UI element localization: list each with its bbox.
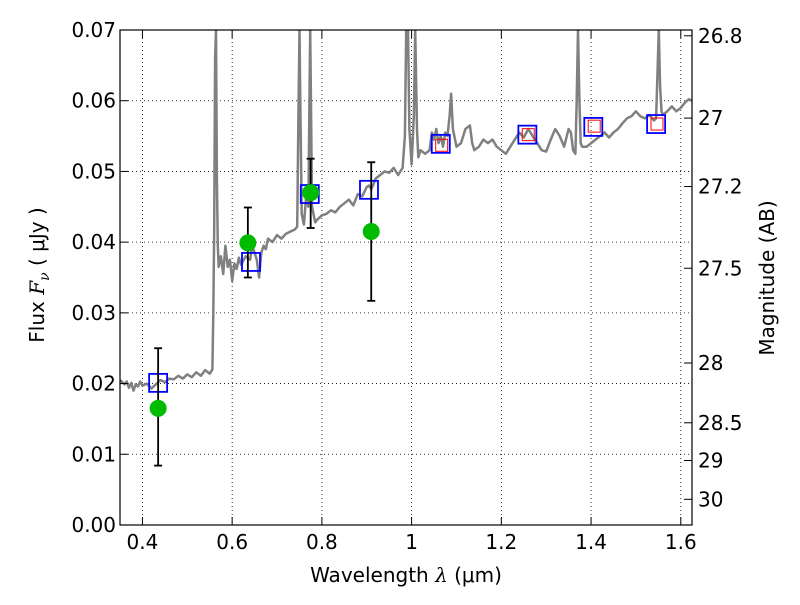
axes-layer [119, 29, 693, 526]
red-square-marker [521, 128, 535, 142]
y-axis-label-subscript: ν [37, 272, 53, 281]
y2-tick-label: 27.2 [698, 175, 743, 199]
red-square-marker [587, 119, 601, 133]
red-square-marker [435, 138, 449, 152]
y-tick-label: 0.06 [71, 89, 116, 113]
x-tick-label: 1.2 [485, 530, 517, 554]
y-tick-label: 0.01 [71, 442, 116, 466]
y-tick-label: 0.02 [71, 372, 116, 396]
x-tick-label: 0.8 [306, 530, 338, 554]
x-axis-label-symbol: λ [434, 563, 448, 587]
spectrum-line [120, 30, 692, 392]
y-axis-label-text: Flux [25, 295, 49, 343]
y-axis-label-unit: ( μJy ) [25, 207, 49, 272]
blue-square-marker [241, 252, 261, 272]
y2-tick-label: 28.5 [698, 411, 743, 435]
green-circle-marker [149, 399, 167, 417]
y-axis-label-symbol: F [25, 280, 49, 296]
x-axis-label-text: Wavelength [310, 563, 435, 587]
x-axis-label: Wavelength λ (μm) [310, 563, 502, 587]
x-tick-label: 0.4 [127, 530, 159, 554]
y-tick-label: 0.04 [71, 230, 116, 254]
green-circle-marker [302, 184, 320, 202]
y2-tick-label: 26.8 [698, 24, 743, 48]
y-tick-label: 0.03 [71, 301, 116, 325]
y-tick-label: 0.00 [71, 513, 116, 537]
y2-tick-label: 29 [698, 449, 723, 473]
y2-tick-label: 27 [698, 106, 723, 130]
x-tick-label: 1.6 [665, 530, 697, 554]
blue-square-marker [517, 124, 538, 145]
axes-frame [119, 29, 693, 526]
x-tick-label: 0.6 [216, 530, 248, 554]
green-circle-marker [362, 223, 380, 241]
y-axis-label: Flux Fν ( μJy ) [25, 207, 53, 342]
blue-square-marker [646, 114, 667, 134]
green-circle-marker [239, 234, 257, 252]
y-tick-label: 0.05 [71, 159, 116, 183]
red-square-marker [650, 117, 664, 131]
y2-tick-label: 30 [698, 487, 723, 511]
x-tick-label: 1.4 [575, 530, 607, 554]
y2-tick-label: 27.5 [698, 256, 743, 280]
blue-square-marker [430, 133, 451, 154]
y2-tick-label: 28 [698, 351, 723, 375]
y-tick-label: 0.07 [71, 18, 116, 42]
blue-square-marker [583, 116, 604, 137]
blue-square-marker [359, 179, 379, 200]
tick-labels: 0.4 0.6 0.8 1 1.2 1.4 1.6 0.00 0.01 0.02 0.03 0.04 0… [71, 18, 742, 554]
plot-area [120, 30, 692, 467]
x-tick-label: 1 [405, 530, 418, 554]
x-axis-label-unit: (μm) [448, 563, 502, 587]
right-axis-label: Magnitude (AB) [755, 200, 779, 355]
